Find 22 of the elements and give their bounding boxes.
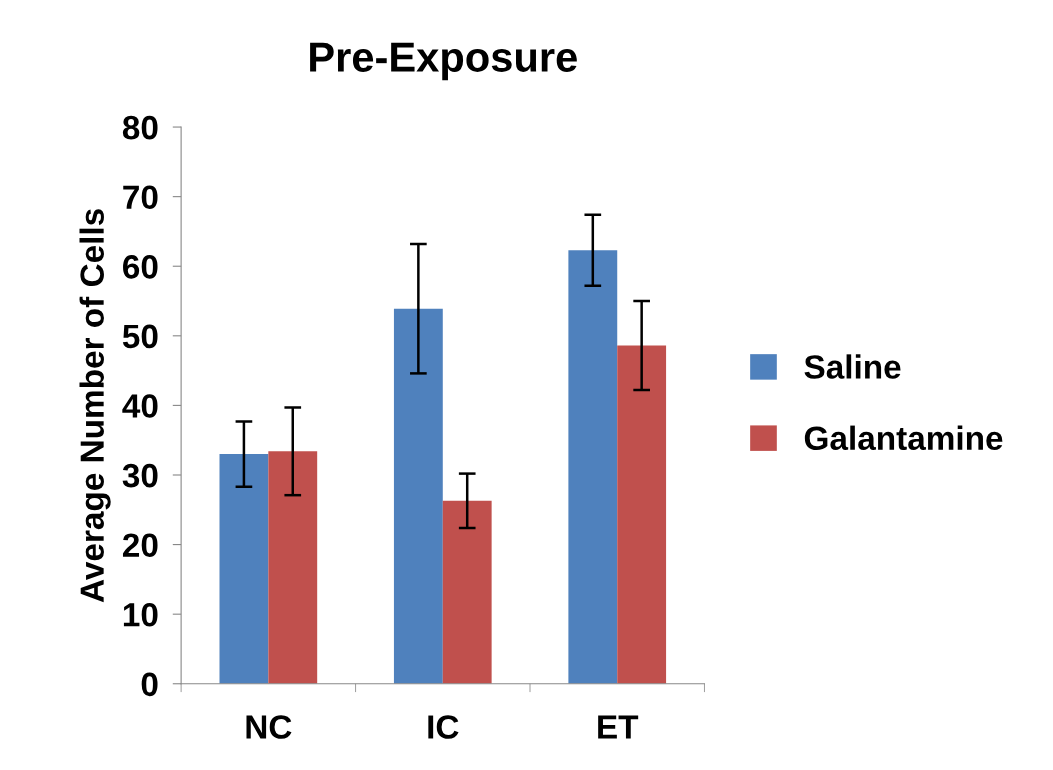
y-tick-label: 50 bbox=[122, 324, 158, 349]
y-tick-label: 80 bbox=[122, 115, 158, 140]
bar bbox=[617, 345, 667, 684]
chart-title: Pre-Exposure bbox=[310, 42, 577, 81]
bar bbox=[393, 308, 443, 684]
y-axis-title: Average Number of Cells bbox=[79, 209, 111, 603]
y-tick-label: 40 bbox=[122, 394, 158, 418]
legend-label: Saline bbox=[804, 354, 901, 379]
x-tick-label: ET bbox=[598, 715, 639, 739]
x-tick-label: IC bbox=[428, 715, 459, 739]
y-tick-label: 10 bbox=[123, 602, 158, 627]
y-tick-label: 30 bbox=[122, 463, 158, 488]
bar bbox=[442, 500, 492, 684]
bar bbox=[268, 451, 318, 684]
bar bbox=[568, 250, 618, 684]
bar bbox=[219, 454, 269, 684]
y-tick-label: 20 bbox=[122, 533, 158, 557]
x-tick-label: NC bbox=[246, 715, 292, 739]
y-tick-label: 60 bbox=[123, 255, 158, 279]
legend-label: Galantamine bbox=[804, 425, 1003, 451]
y-tick-label: 0 bbox=[141, 672, 158, 697]
y-tick-label: 70 bbox=[123, 185, 158, 210]
